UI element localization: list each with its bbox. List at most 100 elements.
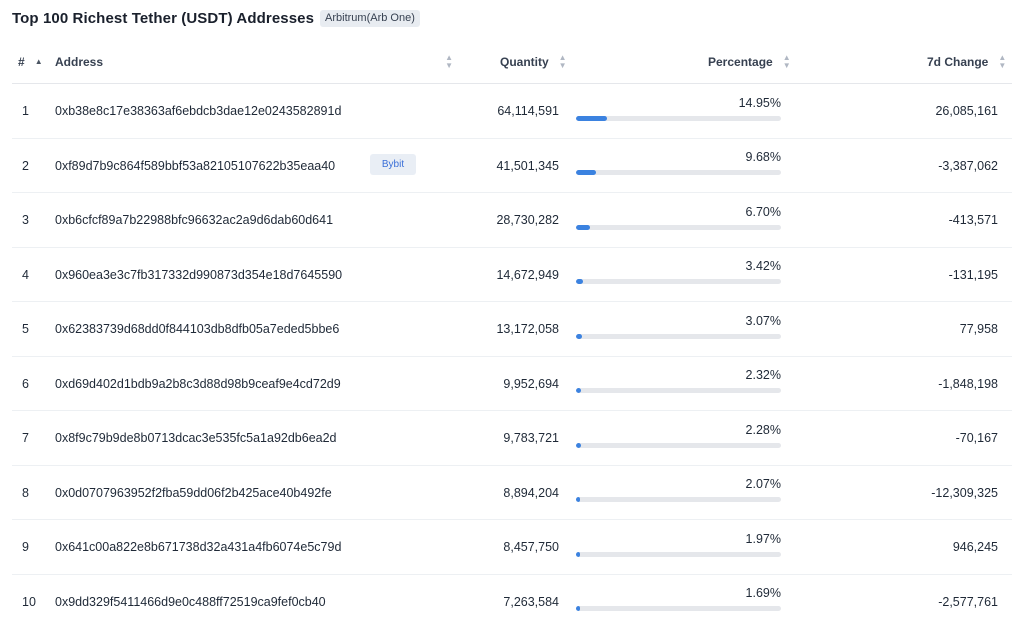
table-row: 3 0xb6cfcf89a7b22988bfc96632ac2a9d6dab60d…: [12, 193, 1012, 248]
address-link[interactable]: 0xb38e8c17e38363af6ebdcb3dae12e024358289…: [55, 104, 342, 118]
table-row: 6 0xd69d402d1bdb9a2b8c3d88d98b9ceaf9e4cd7…: [12, 357, 1012, 411]
rank-cell: 5: [22, 322, 29, 336]
header-address[interactable]: Address ▲ ▼: [55, 40, 453, 84]
percentage-bar-fill: [576, 224, 590, 230]
header-percentage-label: Percentage: [708, 55, 773, 69]
percentage-cell: 1.69%: [576, 575, 781, 623]
percentage-value: 3.42%: [745, 259, 781, 273]
percentage-value: 14.95%: [738, 95, 781, 110]
sort-icon[interactable]: ▲ ▼: [558, 53, 567, 70]
rank-cell: 2: [22, 158, 29, 173]
percentage-bar-fill: [576, 442, 581, 448]
percentage-cell: 3.42%: [576, 248, 781, 302]
rank-cell: 4: [22, 267, 29, 282]
sort-icon[interactable]: ▲ ▼: [998, 53, 1007, 70]
address-link[interactable]: 0xf89d7b9c864f589bbf53a82105107622b35eaa…: [55, 158, 336, 173]
table-row: 5 0x62383739d68dd0f844103db8dfb05a7eded5b…: [12, 302, 1012, 357]
quantity-cell: 13,172,058: [496, 322, 559, 336]
sort-icon[interactable]: ▲ ▼: [782, 53, 791, 70]
change-cell: 946,245: [952, 540, 998, 554]
percentage-value: 2.28%: [745, 422, 781, 437]
quantity-cell: 9,783,721: [503, 431, 559, 445]
percentage-bar-fill: [576, 388, 581, 393]
address-tag-badge[interactable]: Bybit: [370, 153, 416, 175]
rank-cell: 6: [22, 376, 29, 391]
quantity-cell: 8,894,204: [503, 485, 559, 500]
change-cell: -2,577,761: [938, 594, 998, 609]
percentage-bar-fill: [576, 606, 581, 611]
header-quantity-label: Quantity: [500, 55, 549, 69]
table-header: # ▲ Address ▲ ▼ Quantity ▲ ▼ Percentage ▲ ▼…: [12, 40, 1012, 84]
table-row: 9 0x641c00a822e8b671738d32a431a4fb6074e5c…: [12, 520, 1012, 575]
percentage-bar-track: [576, 279, 781, 284]
table-row: 8 0x0d0707963952f2fba59dd06f2b425ace40b49…: [12, 466, 1012, 520]
rank-cell: 8: [22, 485, 29, 500]
percentage-value: 9.68%: [745, 150, 781, 164]
percentage-value: 2.32%: [745, 368, 781, 382]
percentage-bar-fill: [576, 170, 596, 175]
chain-badge: Arbitrum(Arb One): [320, 9, 420, 27]
address-link[interactable]: 0xb6cfcf89a7b22988bfc96632ac2a9d6dab60d6…: [55, 213, 334, 227]
percentage-bar-track: [576, 170, 781, 175]
percentage-bar-fill: [576, 115, 607, 121]
percentage-bar-track: [576, 551, 781, 557]
header-rank-label: #: [18, 55, 25, 69]
sort-icon[interactable]: ▲ ▼: [445, 53, 453, 70]
quantity-cell: 64,114,591: [497, 104, 559, 118]
percentage-bar-track: [576, 606, 781, 611]
percentage-cell: 2.07%: [576, 466, 781, 520]
quantity-cell: 14,672,949: [496, 267, 559, 282]
quantity-cell: 9,952,694: [503, 376, 559, 391]
percentage-value: 2.07%: [745, 477, 781, 491]
percentage-cell: 1.97%: [576, 520, 781, 574]
percentage-cell: 14.95%: [576, 84, 781, 138]
percentage-bar-track: [576, 224, 781, 230]
percentage-value: 1.97%: [745, 531, 781, 546]
header-change-label: 7d Change: [927, 55, 989, 69]
header-rank[interactable]: # ▲: [18, 40, 43, 84]
change-cell: -3,387,062: [938, 158, 998, 173]
rank-cell: 10: [22, 594, 36, 609]
address-link[interactable]: 0x8f9c79b9de8b0713dcac3e535fc5a1a92db6ea…: [55, 431, 337, 445]
change-cell: -70,167: [955, 431, 998, 445]
rank-cell: 3: [22, 213, 29, 227]
quantity-cell: 28,730,282: [496, 213, 559, 227]
change-cell: -131,195: [948, 267, 998, 282]
table-row: 10 0x9dd329f5411466d9e0c488ff72519ca9fef0…: [12, 575, 1012, 623]
percentage-bar-fill: [576, 497, 581, 502]
percentage-bar-track: [576, 115, 781, 121]
percentage-bar-fill: [576, 333, 583, 339]
change-cell: 26,085,161: [935, 104, 998, 118]
percentage-bar-fill: [576, 279, 583, 284]
holders-table: # ▲ Address ▲ ▼ Quantity ▲ ▼ Percentage ▲ ▼…: [12, 40, 1012, 623]
rank-cell: 9: [22, 540, 29, 554]
address-link[interactable]: 0x0d0707963952f2fba59dd06f2b425ace40b492…: [55, 485, 332, 500]
percentage-cell: 9.68%: [576, 139, 781, 193]
percentage-value: 6.70%: [745, 204, 781, 219]
change-cell: -1,848,198: [938, 376, 998, 391]
header-7d-change[interactable]: 7d Change ▲ ▼: [927, 40, 1006, 84]
percentage-cell: 2.28%: [576, 411, 781, 465]
quantity-cell: 8,457,750: [503, 540, 559, 554]
address-link[interactable]: 0x960ea3e3c7fb317332d990873d354e18d76455…: [55, 267, 343, 282]
table-row: 7 0x8f9c79b9de8b0713dcac3e535fc5a1a92db6e…: [12, 411, 1012, 466]
address-link[interactable]: 0xd69d402d1bdb9a2b8c3d88d98b9ceaf9e4cd72…: [55, 376, 341, 391]
table-row: 4 0x960ea3e3c7fb317332d990873d354e18d7645…: [12, 248, 1012, 302]
percentage-bar-fill: [576, 551, 581, 557]
percentage-bar-track: [576, 333, 781, 339]
change-cell: -413,571: [948, 213, 998, 227]
page-header: Top 100 Richest Tether (USDT) Addresses …: [12, 8, 420, 28]
address-link[interactable]: 0x9dd329f5411466d9e0c488ff72519ca9fef0cb…: [55, 594, 326, 609]
quantity-cell: 7,263,584: [503, 594, 559, 609]
header-percentage[interactable]: Percentage ▲ ▼: [708, 40, 791, 84]
percentage-value: 1.69%: [745, 586, 781, 600]
sort-asc-icon[interactable]: ▲: [34, 57, 43, 66]
percentage-cell: 2.32%: [576, 357, 781, 411]
header-quantity[interactable]: Quantity ▲ ▼: [500, 40, 567, 84]
table-row: 2 0xf89d7b9c864f589bbf53a82105107622b35ea…: [12, 139, 1012, 193]
percentage-bar-track: [576, 388, 781, 393]
address-link[interactable]: 0x641c00a822e8b671738d32a431a4fb6074e5c7…: [55, 540, 342, 554]
rank-cell: 7: [22, 431, 29, 445]
address-link[interactable]: 0x62383739d68dd0f844103db8dfb05a7eded5bb…: [55, 322, 340, 336]
percentage-cell: 3.07%: [576, 302, 781, 356]
